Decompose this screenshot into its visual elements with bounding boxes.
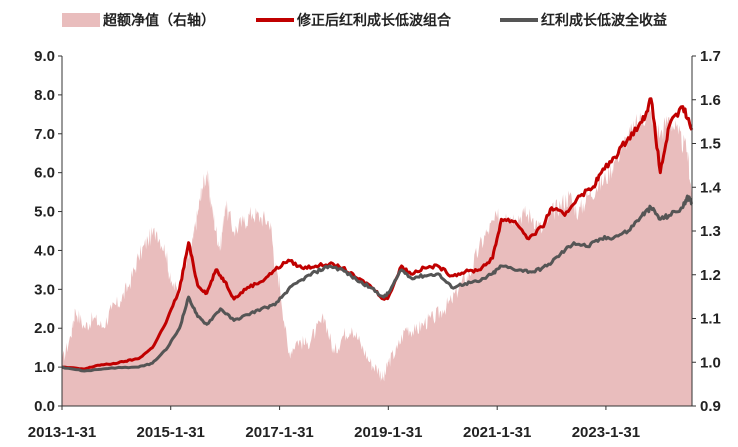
y-right-tick-label: 1.2 — [700, 267, 721, 284]
y-left-tick-label: 4.0 — [34, 242, 55, 259]
y-left-tick-label: 5.0 — [34, 204, 55, 221]
series-area-excess-nav — [62, 108, 692, 407]
y-right-tick-label: 0.9 — [700, 398, 721, 415]
y-left-tick-label: 6.0 — [34, 165, 55, 182]
x-tick-label: 2013-1-31 — [28, 424, 96, 441]
y-right-tick-label: 1.5 — [700, 136, 721, 153]
legend-label: 红利成长低波全收益 — [541, 12, 667, 29]
x-tick-label: 2021-1-31 — [463, 424, 531, 441]
y-right-tick-label: 1.4 — [700, 179, 722, 196]
y-right-tick-label: 1.7 — [700, 48, 721, 65]
y-left-tick-label: 8.0 — [34, 87, 55, 104]
x-tick-label: 2017-1-31 — [245, 424, 313, 441]
x-tick-label: 2023-1-31 — [572, 424, 640, 441]
y-right-tick-label: 1.6 — [700, 92, 721, 109]
y-left-tick-label: 7.0 — [34, 126, 55, 143]
y-left-tick-label: 2.0 — [34, 320, 55, 337]
area-layer — [62, 108, 692, 407]
legend: 超额净值（右轴） 修正后红利成长低波组合 红利成长低波全收益 — [62, 12, 667, 29]
line-layer — [61, 97, 694, 373]
y-left-tick-label: 1.0 — [34, 359, 55, 376]
legend-label: 修正后红利成长低波组合 — [296, 12, 452, 29]
x-tick-label: 2015-1-31 — [137, 424, 205, 441]
series-line-2 — [61, 194, 693, 373]
legend-swatch-area — [62, 13, 100, 27]
y-right-tick-label: 1.0 — [700, 354, 721, 371]
y-right-tick-label: 1.3 — [700, 223, 721, 240]
y-right-tick-label: 1.1 — [700, 311, 721, 328]
y-left-tick-label: 3.0 — [34, 281, 55, 298]
x-tick-label: 2019-1-31 — [354, 424, 422, 441]
legend-label: 超额净值（右轴） — [102, 12, 215, 29]
y-left-tick-label: 9.0 — [34, 48, 55, 65]
y-left-tick-label: 0.0 — [34, 398, 55, 415]
axes-layer: 0.0 1.0 2.0 3.0 4.0 5.0 6.0 7.0 8.0 9.0 0.9 1.0 1.1 1… — [28, 48, 722, 441]
